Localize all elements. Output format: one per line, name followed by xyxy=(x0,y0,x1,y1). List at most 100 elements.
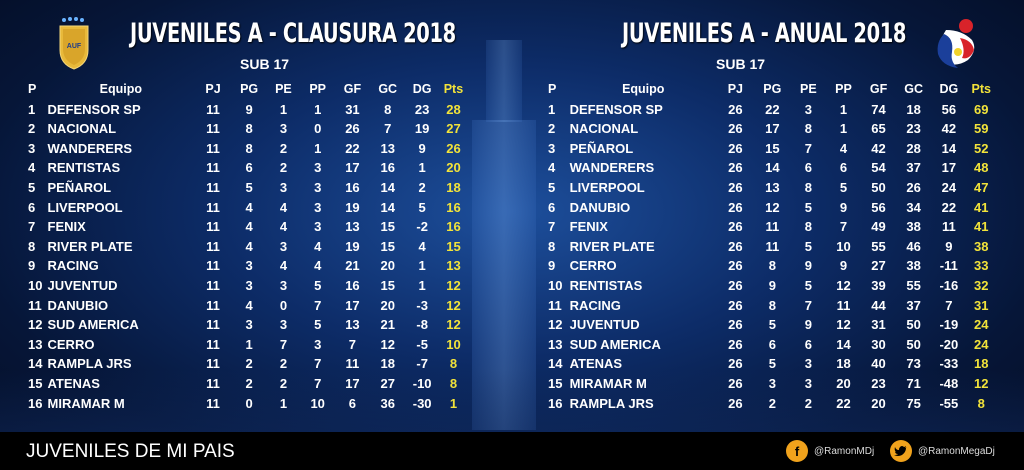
cell-played: 26 xyxy=(728,356,743,372)
table-row: 1 DEFENSOR SP 11 9 1 1 31 8 23 28 xyxy=(28,100,468,120)
cell-points: 16 xyxy=(446,219,461,235)
cell-won: 22 xyxy=(765,101,780,117)
cell-team: RIVER PLATE xyxy=(47,238,133,254)
cell-drawn: 3 xyxy=(279,277,288,293)
left-table-subtitle: SUB 17 xyxy=(240,56,290,72)
cell-drawn: 3 xyxy=(279,121,288,137)
cell-goals-against: 71 xyxy=(906,375,921,391)
cell-drawn: 7 xyxy=(804,297,812,313)
cell-points: 24 xyxy=(973,336,989,352)
cell-played: 11 xyxy=(206,395,220,411)
cell-points: 24 xyxy=(973,317,989,333)
cell-drawn: 2 xyxy=(804,395,812,411)
cell-team: JUVENTUD xyxy=(569,317,640,333)
cell-goal-diff: 22 xyxy=(941,199,957,215)
cell-lost: 5 xyxy=(839,179,848,195)
table-row: 3 PEÑAROL 26 15 7 4 42 28 14 52 xyxy=(548,139,996,159)
cell-goal-diff: 4 xyxy=(418,238,426,254)
cell-played: 11 xyxy=(206,219,220,235)
cell-goals-against: 20 xyxy=(380,297,395,313)
cell-points: 48 xyxy=(973,160,989,176)
cell-played: 11 xyxy=(206,336,220,352)
cell-goals-against: 55 xyxy=(906,277,921,293)
cell-lost: 3 xyxy=(314,219,322,235)
cell-won: 9 xyxy=(245,101,253,117)
cell-goal-diff: 1 xyxy=(418,277,426,293)
cell-goal-diff: 1 xyxy=(418,258,426,274)
cell-goals-for: 55 xyxy=(871,238,886,254)
cell-goal-diff: 2 xyxy=(418,179,426,195)
cell-pos: 10 xyxy=(28,277,43,293)
cell-played: 11 xyxy=(206,297,220,313)
table-row: 9 CERRO 26 8 9 9 27 38 -11 33 xyxy=(548,256,996,276)
cell-goals-for: 11 xyxy=(345,356,360,372)
twitter-handle: @RamonMegaDj xyxy=(918,445,995,457)
left-table-title: JUVENILES A - CLAUSURA 2018 xyxy=(130,18,456,49)
cell-drawn: 3 xyxy=(279,238,288,254)
table-row: 10 JUVENTUD 11 3 3 5 16 15 1 12 xyxy=(28,276,468,296)
cell-drawn: 2 xyxy=(279,140,288,156)
twitter-link[interactable]: @RamonMegaDj xyxy=(890,439,995,463)
footer-title: JUVENILES DE MI PAIS xyxy=(26,441,235,462)
cell-goal-diff: -30 xyxy=(412,395,432,411)
cell-goals-for: 22 xyxy=(345,140,360,156)
column-header-points: Pts xyxy=(971,82,991,96)
cell-goals-against: 12 xyxy=(380,336,395,352)
cell-goals-against: 15 xyxy=(380,277,395,293)
cell-played: 26 xyxy=(728,199,743,215)
cell-lost: 20 xyxy=(836,375,851,391)
cell-pos: 13 xyxy=(548,336,563,352)
cell-goal-diff: 1 xyxy=(418,160,426,176)
cell-goals-for: 31 xyxy=(871,317,886,333)
stadium-tower xyxy=(472,120,536,430)
cell-drawn: 5 xyxy=(804,238,812,254)
cell-goals-for: 16 xyxy=(345,179,360,195)
cell-team: PEÑAROL xyxy=(47,179,112,195)
cell-pos: 2 xyxy=(548,121,556,137)
right-standings-table: P Equipo PJ PG PE PP GF GC DG Pts 1 DEFENSOR SP 26 2… xyxy=(548,80,996,413)
column-header-played: PJ xyxy=(205,82,221,96)
cell-pos: 8 xyxy=(548,238,556,254)
cell-won: 8 xyxy=(245,140,253,156)
cell-pos: 10 xyxy=(548,277,563,293)
cell-goal-diff: 9 xyxy=(945,238,953,254)
cell-team: CERRO xyxy=(47,336,95,352)
cell-team: NACIONAL xyxy=(569,121,639,137)
cell-goal-diff: -5 xyxy=(416,336,428,352)
cell-pos: 11 xyxy=(548,297,562,313)
cell-drawn: 3 xyxy=(804,356,812,372)
cell-won: 0 xyxy=(245,395,253,411)
cell-won: 1 xyxy=(245,336,253,352)
cell-goals-against: 28 xyxy=(906,140,921,156)
column-header-won: PG xyxy=(240,82,259,96)
cell-goals-against: 27 xyxy=(380,375,395,391)
cell-goals-for: 42 xyxy=(871,140,886,156)
cell-points: 13 xyxy=(446,258,461,274)
cell-goals-against: 8 xyxy=(384,101,392,117)
footer-bar: JUVENILES DE MI PAIS f @RamonMDj @RamonM… xyxy=(0,432,1024,470)
cell-played: 26 xyxy=(728,101,743,117)
auf-shield-text: AUF xyxy=(67,43,82,50)
cell-goal-diff: -8 xyxy=(416,317,428,333)
cell-goals-for: 7 xyxy=(348,336,357,352)
twitter-icon xyxy=(890,440,912,462)
cell-lost: 9 xyxy=(839,258,848,274)
table-row: 11 DANUBIO 11 4 0 7 17 20 -3 12 xyxy=(28,296,468,316)
youth-football-logo-icon xyxy=(937,19,975,68)
cell-pos: 7 xyxy=(548,219,556,235)
cell-lost: 11 xyxy=(836,297,851,313)
column-header-played: PJ xyxy=(727,82,743,96)
column-header-lost: PP xyxy=(835,82,852,96)
cell-drawn: 2 xyxy=(279,356,288,372)
facebook-link[interactable]: f @RamonMDj xyxy=(786,439,874,463)
cell-points: 27 xyxy=(446,121,461,137)
cell-pos: 15 xyxy=(28,375,43,391)
cell-played: 26 xyxy=(728,395,743,411)
cell-won: 4 xyxy=(245,238,253,254)
cell-goals-for: 17 xyxy=(345,160,360,176)
cell-team: CERRO xyxy=(569,258,617,274)
cell-lost: 5 xyxy=(314,277,322,293)
column-header-goals-against: GC xyxy=(378,82,398,96)
cell-team: DEFENSOR SP xyxy=(47,101,141,117)
column-header-team: Equipo xyxy=(622,82,665,96)
